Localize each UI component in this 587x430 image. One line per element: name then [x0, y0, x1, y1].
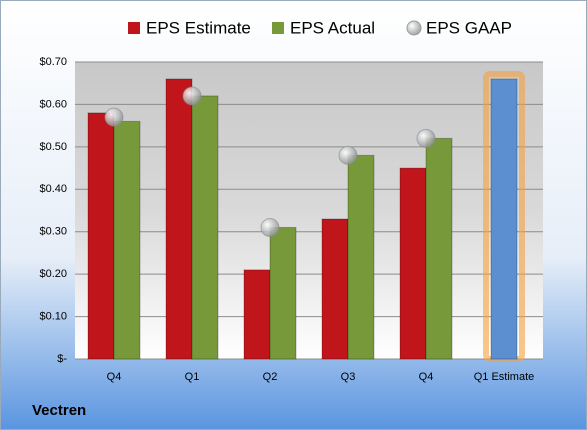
y-tick-label: $0.50 [39, 141, 67, 153]
y-tick-label: $0.60 [39, 98, 67, 110]
bar [321, 218, 349, 360]
gaap-marker [338, 145, 358, 165]
gaap-marker [416, 128, 436, 148]
x-tick-label: Q1 Estimate [474, 371, 535, 383]
gaap-marker [104, 107, 124, 127]
plot-area [75, 62, 543, 359]
legend-marker [272, 22, 284, 34]
bar [87, 112, 115, 360]
bar [191, 95, 219, 360]
legend-label: EPS Estimate [146, 18, 251, 37]
bar [425, 137, 453, 360]
legend-marker [406, 20, 422, 36]
bar [490, 78, 518, 360]
y-tick-label: $0.40 [39, 183, 67, 195]
y-tick-label: $0.10 [39, 310, 67, 322]
bar [269, 226, 297, 360]
legend-label: EPS GAAP [426, 18, 512, 37]
bar [243, 269, 271, 360]
x-tick-label: Q2 [263, 371, 278, 383]
x-tick-label: Q4 [419, 371, 434, 383]
legend-label: EPS Actual [290, 18, 375, 37]
x-tick-label: Q4 [107, 371, 122, 383]
gaap-marker [260, 217, 280, 237]
x-tick-label: Q3 [341, 371, 356, 383]
x-tick-label: Q1 [185, 371, 200, 383]
bar [347, 154, 375, 360]
y-tick-label: $0.70 [39, 56, 67, 68]
y-tick-label: $- [57, 353, 67, 365]
legend-marker [128, 22, 140, 34]
y-tick-label: $0.30 [39, 226, 67, 238]
bar [399, 167, 427, 360]
bar [113, 120, 141, 360]
gaap-marker [182, 86, 202, 106]
company-label: Vectren [32, 402, 86, 419]
y-tick-label: $0.20 [39, 268, 67, 280]
bar [165, 78, 193, 360]
